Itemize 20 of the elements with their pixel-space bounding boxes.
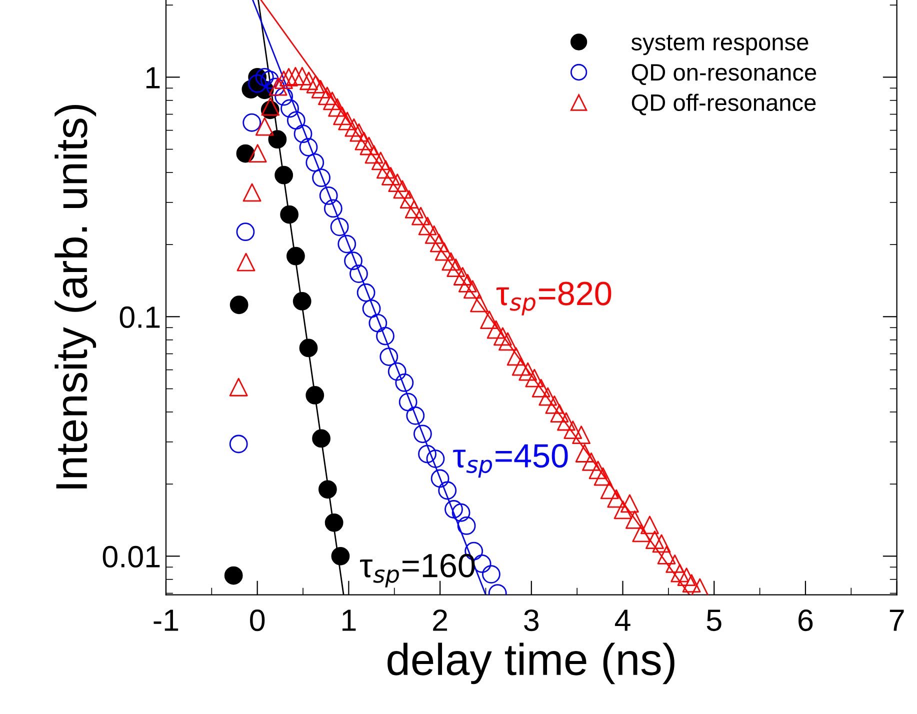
y-tick-label: 0.1 — [120, 306, 160, 328]
legend-label: QD on-resonance — [632, 64, 816, 85]
annotation: τ$_{sp}$=820 — [496, 282, 612, 316]
x-tick-label: 0 — [250, 609, 265, 632]
x-tick-label: 3 — [524, 609, 539, 632]
x-axis-title: delay time (ns) — [388, 642, 674, 684]
x-tick-label: 2 — [433, 609, 448, 631]
y-axis-title: Intensity (arb. units) — [54, 104, 96, 488]
annotation: τ$_{sp}$=450 — [453, 444, 568, 478]
x-tick-label: 5 — [706, 610, 722, 632]
y-tick-label: 0.01 — [102, 546, 160, 568]
legend-label: QD off-resonance — [632, 94, 816, 116]
x-tick-label: 4 — [614, 610, 630, 631]
x-tick-label: 7 — [890, 610, 904, 631]
annotation: τ$_{sp}$=160 — [360, 554, 475, 588]
x-tick-label: 1 — [342, 610, 356, 631]
x-tick-label: -1 — [154, 610, 178, 631]
x-tick-label: 6 — [798, 609, 813, 632]
legend-label: system response — [631, 34, 808, 56]
y-tick-label: 1 — [146, 67, 160, 88]
